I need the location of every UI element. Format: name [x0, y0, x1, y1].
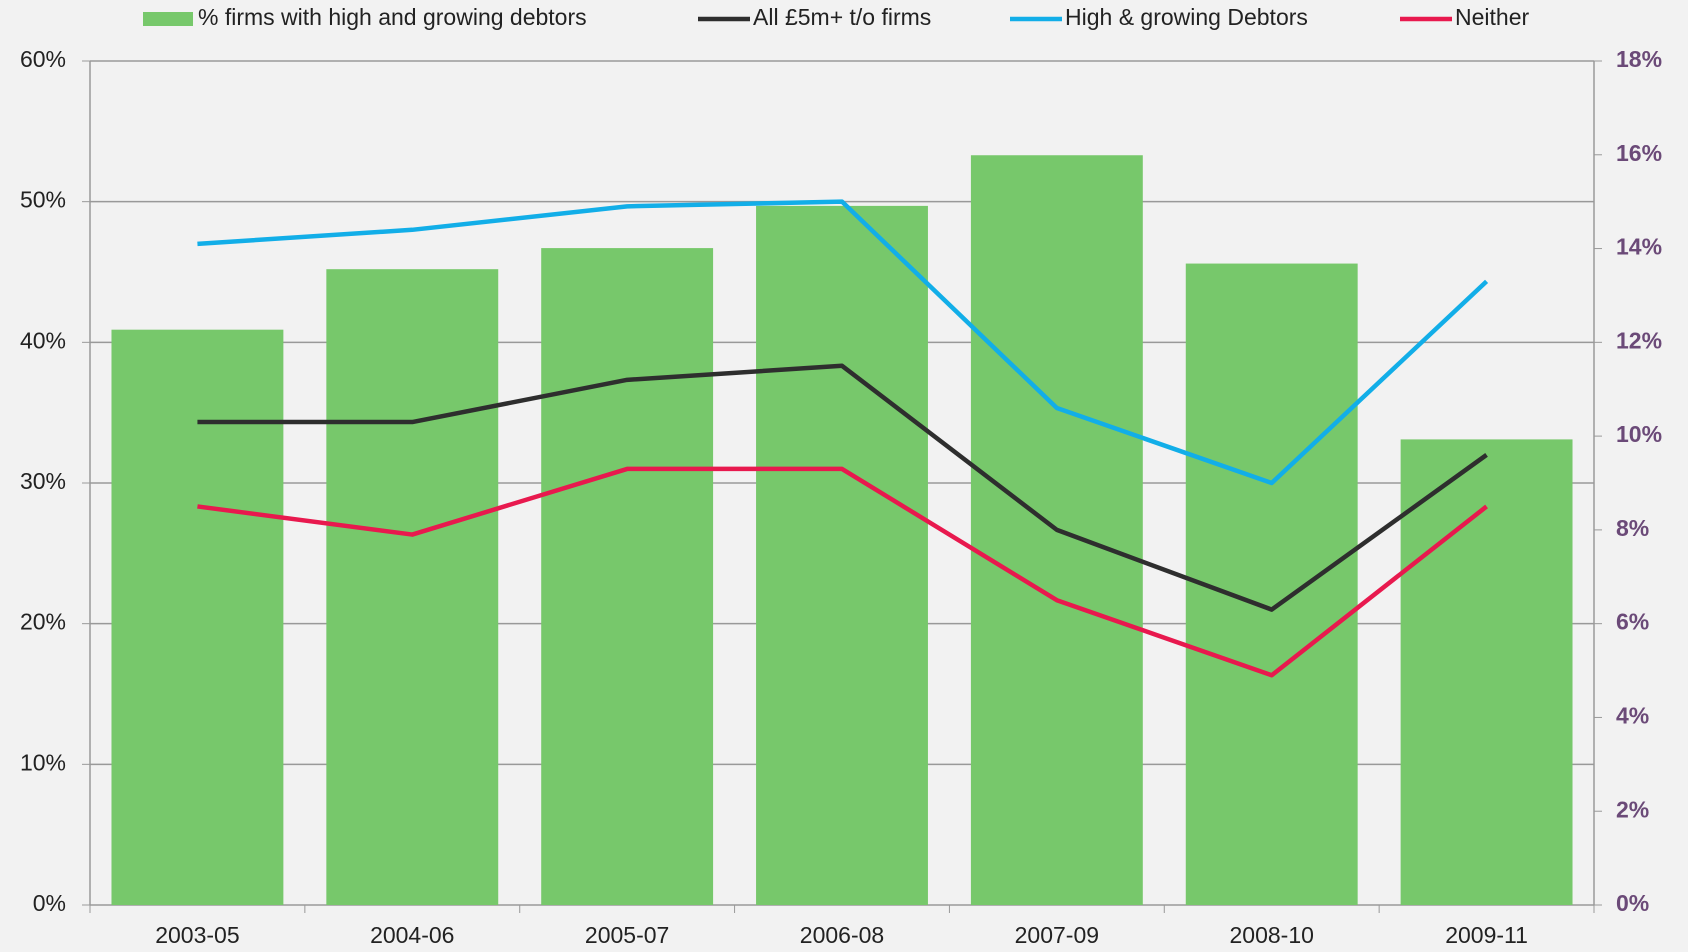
y-tick-label: 50%: [20, 187, 66, 213]
legend-swatch: [143, 12, 193, 26]
bar: [1400, 439, 1573, 905]
y2-tick-label: 10%: [1616, 421, 1662, 447]
y2-tick-label: 18%: [1616, 46, 1662, 72]
legend-label: High & growing Debtors: [1065, 4, 1308, 30]
y2-tick-label: 8%: [1616, 515, 1649, 541]
x-tick-label: 2006-08: [800, 922, 884, 948]
y2-tick-label: 14%: [1616, 234, 1662, 260]
legend-label: % firms with high and growing debtors: [198, 4, 587, 30]
y2-tick-label: 4%: [1616, 703, 1649, 729]
y2-tick-label: 0%: [1616, 890, 1649, 916]
y2-tick-label: 16%: [1616, 140, 1662, 166]
x-tick-label: 2004-06: [370, 922, 454, 948]
line: [197, 466, 1488, 678]
y-tick-label: 10%: [20, 749, 66, 775]
legend-label: All £5m+ t/o firms: [753, 4, 931, 30]
bar: [541, 248, 714, 905]
bar: [326, 269, 499, 906]
x-tick-label: 2005-07: [585, 922, 669, 948]
y-tick-label: 30%: [20, 468, 66, 494]
line: [197, 363, 1488, 612]
x-tick-label: 2009-11: [1445, 922, 1528, 948]
y-tick-label: 60%: [20, 46, 66, 72]
legend-label: Neither: [1455, 4, 1529, 30]
y2-tick-label: 2%: [1616, 796, 1649, 822]
x-tick-label: 2008-10: [1230, 922, 1314, 948]
bar: [1185, 263, 1358, 905]
y2-tick-label: 12%: [1616, 327, 1662, 353]
bar: [756, 205, 928, 906]
y-tick-label: 40%: [20, 327, 66, 353]
y-tick-label: 0%: [33, 890, 66, 916]
y2-tick-label: 6%: [1616, 609, 1649, 635]
x-tick-label: 2003-05: [155, 922, 239, 948]
bar: [111, 329, 284, 905]
x-tick-label: 2007-09: [1015, 922, 1099, 948]
y-tick-label: 20%: [20, 609, 66, 635]
line: [197, 199, 1489, 486]
